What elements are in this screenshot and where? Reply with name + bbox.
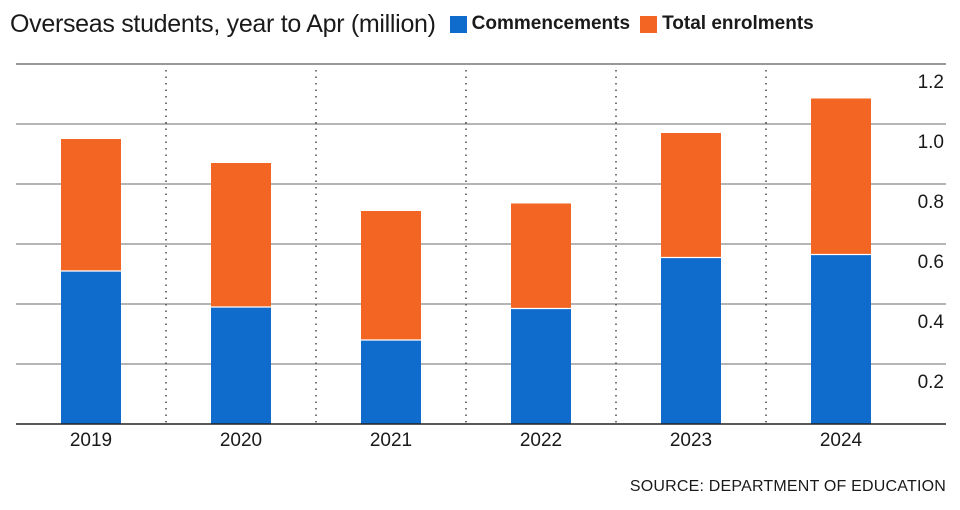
y-tick-label-1: 0.4: [918, 312, 945, 333]
legend: Commencements Total enrolments: [449, 13, 824, 35]
y-tick-label-5: 1.2: [918, 72, 944, 93]
bar-2022-total-enrolments: [511, 203, 571, 309]
bar-2019-commencements: [61, 271, 121, 424]
x-tick-label-2021: 2021: [370, 430, 412, 451]
bar-2023-commencements: [661, 257, 721, 424]
bar-2023-total-enrolments: [661, 133, 721, 258]
x-tick-label-2024: 2024: [820, 430, 863, 451]
bar-2020-commencements: [211, 307, 271, 424]
legend-swatch-total-enrolments: [640, 15, 658, 33]
bar-2024-commencements: [811, 254, 871, 424]
legend-label-total-enrolments: Total enrolments: [662, 13, 814, 34]
x-tick-label-2022: 2022: [520, 430, 562, 451]
chart-title: Overseas students, year to Apr (million): [10, 9, 436, 38]
legend-item-commencements: Commencements: [449, 13, 631, 35]
bar-2024-total-enrolments: [811, 98, 871, 255]
bar-2021-commencements: [361, 340, 421, 424]
x-tick-label-2023: 2023: [670, 430, 712, 451]
legend-label-commencements: Commencements: [471, 13, 631, 34]
y-tick-label-3: 0.8: [918, 192, 944, 213]
bar-2021-total-enrolments: [361, 211, 421, 340]
y-tick-label-4: 1.0: [918, 132, 944, 153]
bar-2020-total-enrolments: [211, 163, 271, 307]
source-note: SOURCE: DEPARTMENT OF EDUCATION: [629, 478, 946, 495]
bar-2019-total-enrolments: [61, 139, 121, 271]
y-tick-label-2: 0.6: [918, 252, 944, 273]
bar-2022-commencements: [511, 308, 571, 424]
x-tick-label-2019: 2019: [70, 430, 112, 451]
x-tick-label-2020: 2020: [220, 430, 262, 451]
y-tick-label-0: 0.2: [918, 372, 944, 393]
legend-swatch-commencements: [449, 15, 467, 33]
legend-item-total-enrolments: Total enrolments: [640, 13, 814, 35]
chart-header: Overseas students, year to Apr (million)…: [10, 4, 824, 44]
